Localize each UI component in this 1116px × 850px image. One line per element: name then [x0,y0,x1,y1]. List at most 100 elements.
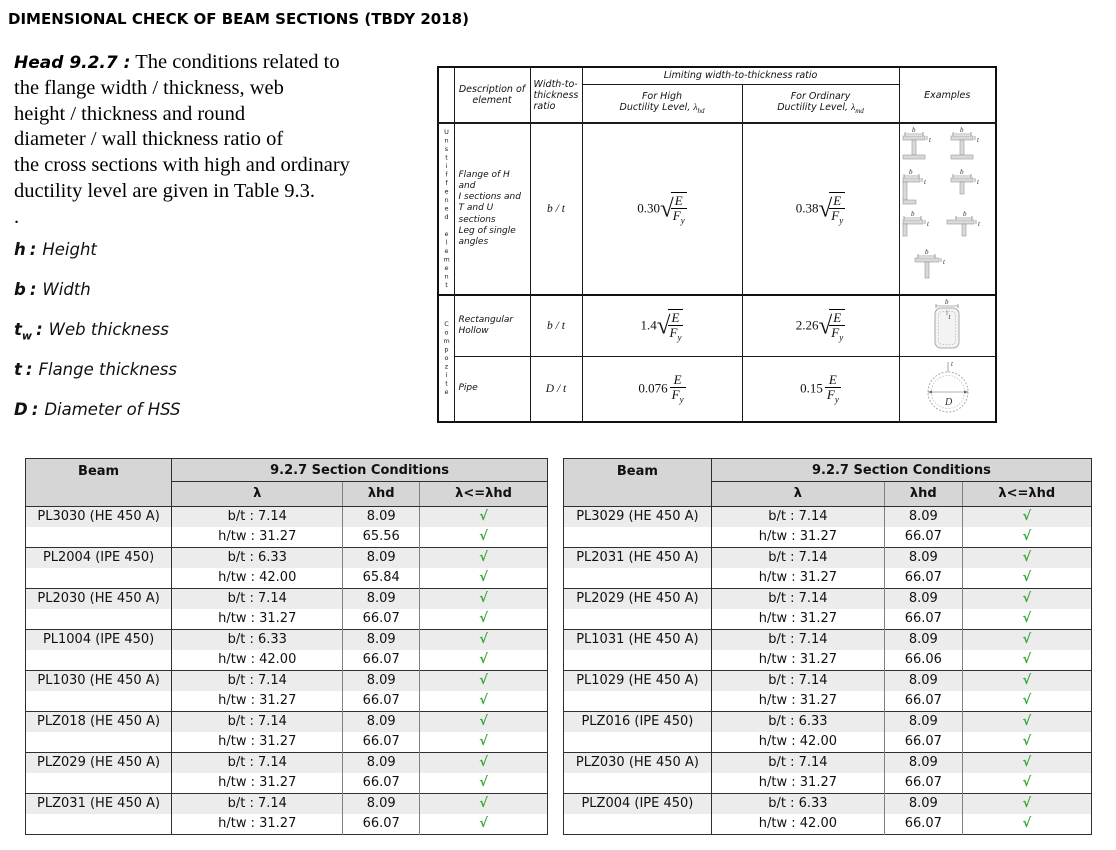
colon: : [31,400,39,419]
lambda-hd-limit: 8.09 [884,793,963,814]
svg-text:b: b [963,210,967,218]
beam-name-empty [25,691,173,712]
lambda-ratio: h/tw : 31.27 [171,691,343,712]
lambda-ratio: b/t : 7.14 [711,547,885,568]
svg-text:b: b [911,210,915,218]
svg-text:t: t [948,313,951,321]
header-ordinary-ductility: For Ordinary Ductility Level, λmd [741,83,900,124]
check-mark: √ [961,711,1092,732]
svg-text:t: t [977,178,980,186]
beam-row-web: h/tw : 42.00 66.07 √ [563,814,1092,835]
sqrt-radical-icon: √ [660,195,674,222]
beam-row: PL1031 (HE 450 A) b/t : 7.14 8.09 √ [563,629,1092,650]
beam-row: PL2004 (IPE 450) b/t : 6.33 8.09 √ [25,547,548,568]
beam-name-empty [25,650,173,671]
check-mark: √ [961,670,1092,691]
svg-text:t: t [924,178,927,186]
svg-text:t: t [977,136,980,144]
beam-row-web: h/tw : 42.00 66.07 √ [563,732,1092,753]
side-label-composite: Compozite [437,294,455,423]
beam-name: PLZ016 (IPE 450) [563,711,712,732]
beam-name: PLZ018 (HE 450 A) [25,711,173,732]
svg-text:b: b [925,248,929,256]
definition-text: Width [42,280,91,299]
check-mark: √ [961,609,1092,630]
check-mark: √ [961,568,1092,589]
beam-name-empty [563,527,712,548]
ratio-cell: D / t [529,356,583,423]
beam-name: PL2029 (HE 450 A) [563,588,712,609]
check-mark: √ [961,732,1092,753]
check-mark: √ [961,773,1092,794]
beam-name: PL2031 (HE 450 A) [563,547,712,568]
flange-sections-diagram: b t b t b t b t [902,126,981,279]
lambda-hd-limit: 8.09 [342,793,420,814]
lambda-ratio: h/tw : 31.27 [711,691,885,712]
beam-row-web: h/tw : 42.00 66.07 √ [25,650,548,671]
lambda-hd-limit: 66.07 [884,691,963,712]
lambda-hd-limit: 8.09 [342,629,420,650]
beam-name-empty [563,650,712,671]
lambda-ratio: b/t : 7.14 [711,506,885,527]
formula-ordinary: 0.38√ E Fy [741,122,900,296]
beam-name: PL1030 (HE 450 A) [25,670,173,691]
lambda-ratio: h/tw : 42.00 [171,568,343,589]
check-mark: √ [419,752,548,773]
beam-name-empty [563,732,712,753]
lambda-hd-limit: 65.56 [342,527,420,548]
lambda-ratio: h/tw : 31.27 [711,773,885,794]
lambda-ratio: h/tw : 31.27 [711,568,885,589]
lambda-hd-limit: 66.07 [342,691,420,712]
lambda-ratio: b/t : 7.14 [711,588,885,609]
sqrt-radical-icon: √ [656,312,671,339]
side-label-unstiffened: Unstiffened element [437,122,455,296]
check-mark: √ [419,670,548,691]
beam-row-web: h/tw : 42.00 65.84 √ [25,568,548,589]
header-description: Description of element [453,66,531,124]
beam-name-empty [25,773,173,794]
lambda-hd-limit: 8.09 [884,588,963,609]
header-examples: Examples [898,66,997,124]
lambda-hd-limit: 8.09 [342,547,420,568]
lambda-ratio: b/t : 6.33 [171,547,343,568]
lambda-ratio: b/t : 6.33 [711,711,885,732]
lambda-hd-limit: 8.09 [884,547,963,568]
header-high-ductility: For High Ductility Level, λhd [581,83,743,124]
formula-high: 0.076 E Fy [581,356,743,423]
header-section-conditions: 9.2.7 Section Conditions [711,458,1092,483]
lambda-ratio: b/t : 6.33 [171,629,343,650]
check-mark: √ [961,547,1092,568]
lambda-ratio: h/tw : 42.00 [711,814,885,835]
check-mark: √ [419,650,548,671]
symbol: t [14,320,22,339]
lambda-ratio: h/tw : 31.27 [171,609,343,630]
symbol: h [14,240,26,259]
symbol-sub: w [21,329,33,343]
lambda-ratio: b/t : 7.14 [171,752,343,773]
beam-name-empty [563,773,712,794]
row-description: Pipe [453,356,531,423]
definition-tw: tw: Web thickness [14,320,181,360]
beam-row: PL2029 (HE 450 A) b/t : 7.14 8.09 √ [563,588,1092,609]
row-description: Rectangular Hollow [453,294,531,357]
lambda-hd-limit: 8.09 [884,752,963,773]
header-check: λ<=λhd [961,481,1092,507]
header-limiting: Limiting width-to-thickness ratio [581,66,900,85]
page-title: DIMENSIONAL CHECK OF BEAM SECTIONS (TBDY… [8,10,469,28]
beam-row-web: h/tw : 31.27 66.07 √ [25,732,548,753]
beam-row: PL1030 (HE 450 A) b/t : 7.14 8.09 √ [25,670,548,691]
check-mark: √ [419,691,548,712]
beam-row-web: h/tw : 31.27 66.07 √ [25,691,548,712]
beam-row-web: h/tw : 31.27 66.07 √ [25,814,548,835]
beam-name: PLZ004 (IPE 450) [563,793,712,814]
beam-name-empty [25,527,173,548]
lambda-ratio: b/t : 7.14 [171,588,343,609]
lambda-hd-limit: 8.09 [342,506,420,527]
check-mark: √ [419,814,548,835]
beam-name-empty [563,814,712,835]
beam-name: PLZ031 (HE 450 A) [25,793,173,814]
lambda-hd-limit: 66.07 [342,650,420,671]
beam-row: PL1029 (HE 450 A) b/t : 7.14 8.09 √ [563,670,1092,691]
lambda-hd-limit: 66.07 [342,609,420,630]
beam-row-web: h/tw : 31.27 66.07 √ [563,609,1092,630]
